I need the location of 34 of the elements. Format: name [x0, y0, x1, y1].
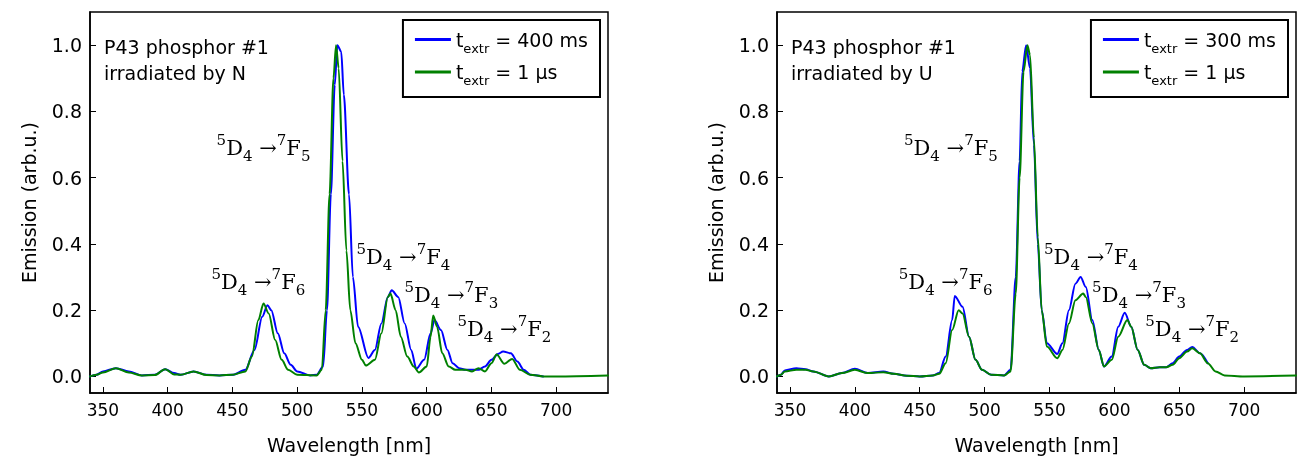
y-tick-label: 0.4 — [51, 232, 82, 255]
y-tick-label: 0.4 — [738, 232, 769, 255]
y-tick-label: 1.0 — [51, 34, 82, 57]
x-tick-label: 700 — [1227, 399, 1261, 420]
x-tick-label: 550 — [345, 399, 379, 420]
y-tick-label: 0.6 — [51, 166, 82, 189]
y-tick-label: 0.8 — [738, 100, 769, 123]
x-tick-label: 650 — [475, 399, 508, 420]
y-tick-label: 0.0 — [738, 365, 769, 388]
x-tick-label: 400 — [838, 399, 872, 420]
x-axis-title: Wavelength [nm] — [954, 433, 1119, 456]
x-tick-label: 600 — [1098, 399, 1131, 420]
y-tick-label: 0.2 — [738, 299, 769, 322]
annotation: P43 phosphor #1 irradiated by U — [791, 36, 956, 84]
x-tick-label: 600 — [410, 399, 443, 420]
x-tick-label: 450 — [903, 399, 936, 420]
x-tick-label: 350 — [86, 399, 120, 420]
y-tick-label: 0.2 — [51, 299, 82, 322]
x-tick-label: 500 — [280, 399, 314, 420]
x-tick-label: 400 — [151, 399, 184, 420]
annotation: P43 phosphor #1 irradiated by N — [104, 36, 269, 84]
y-tick-label: 0.8 — [51, 100, 82, 123]
y-tick-label: 0.0 — [51, 365, 82, 388]
x-tick-label: 650 — [1163, 399, 1196, 420]
x-tick-label: 350 — [773, 399, 807, 420]
y-axis-title: Emission (arb.u.) — [17, 121, 40, 284]
x-tick-label: 450 — [216, 399, 249, 420]
x-axis-title: Wavelength [nm] — [266, 433, 432, 456]
x-tick-label: 500 — [968, 399, 1001, 420]
y-tick-label: 1.0 — [738, 34, 769, 57]
y-axis-title: Emission (arb.u.) — [704, 121, 727, 284]
y-tick-label: 0.6 — [738, 166, 769, 189]
x-tick-label: 700 — [539, 399, 573, 420]
x-tick-label: 550 — [1033, 399, 1066, 420]
